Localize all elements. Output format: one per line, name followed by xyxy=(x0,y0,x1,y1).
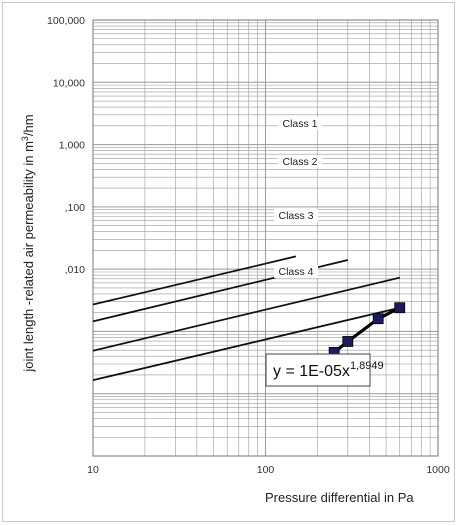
tick-labels: 10 100 1000 100,000 10,000 1,000 ,100 ,010 xyxy=(47,15,450,476)
y-axis-label-unit: /hm xyxy=(21,114,36,136)
y-axis-label-text: joint length -related air permeability i… xyxy=(21,141,36,373)
class-label: Class 2 xyxy=(282,156,317,168)
x-tick-label: 10 xyxy=(87,464,99,476)
trendline-equation: y = 1E-05x1,8949 xyxy=(273,360,384,380)
x-tick-label: 1000 xyxy=(426,464,450,476)
x-tick-label: 100 xyxy=(257,464,275,476)
y-tick-label: 1,000 xyxy=(59,140,85,152)
class-label-background xyxy=(278,155,322,168)
equation-exponent: 1,8949 xyxy=(350,360,384,372)
data-point-marker xyxy=(394,302,406,314)
class-lines: Class 1 Class 2 Class 3 Class 4 xyxy=(92,117,400,382)
y-axis-label: joint length -related air permeability i… xyxy=(20,114,36,372)
class-line xyxy=(92,306,400,382)
class-label: Class 4 xyxy=(278,266,313,278)
chart-grid xyxy=(92,19,439,457)
y-tick-label: 100,000 xyxy=(47,15,85,27)
class-line xyxy=(92,276,400,352)
equation-box-border xyxy=(265,353,371,387)
chart-frame: Class 1 Class 2 Class 3 Class 4 10 100 1000 10… xyxy=(2,2,455,522)
plot-area-border xyxy=(92,19,439,457)
class-label-background xyxy=(278,117,322,130)
y-tick-label: 10,000 xyxy=(53,77,85,89)
class-line xyxy=(92,255,297,306)
class-label-background xyxy=(274,209,318,222)
y-axis-label-sup: 3 xyxy=(20,136,30,141)
y-tick-label: ,010 xyxy=(65,264,86,276)
class-label-background xyxy=(274,265,318,278)
data-point-marker xyxy=(372,313,384,325)
class-label: Class 3 xyxy=(278,210,313,222)
equation-box: y = 1E-05x1,8949 xyxy=(265,353,384,387)
y-tick-label: ,100 xyxy=(65,202,86,214)
equation-base: y = 1E-05x xyxy=(273,363,350,380)
data-point-marker xyxy=(342,336,354,347)
class-label: Class 1 xyxy=(282,118,317,130)
x-axis-label: Pressure differential in Pa xyxy=(265,490,414,505)
